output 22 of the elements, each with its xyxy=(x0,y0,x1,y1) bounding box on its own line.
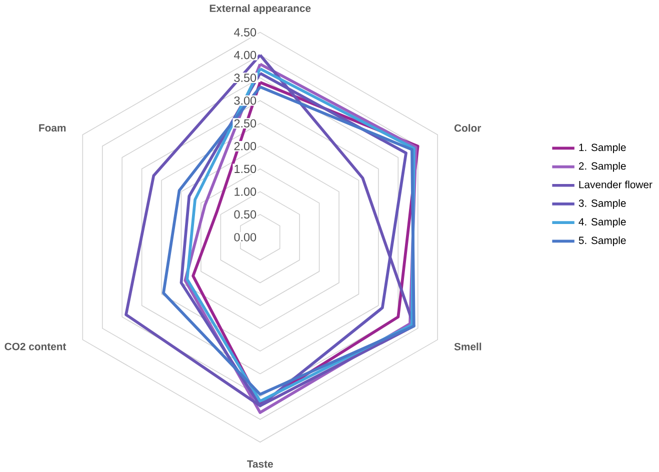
y-tick-label: 2.00 xyxy=(234,142,256,150)
y-tick-label: 3.50 xyxy=(234,74,256,82)
y-tick-label: 3.00 xyxy=(234,96,256,105)
y-tick-label: 2.50 xyxy=(234,119,256,128)
legend-label: 1. Sample xyxy=(579,143,626,154)
y-tick-label: 4.00 xyxy=(234,50,256,60)
spoke-label: External appearance xyxy=(210,4,311,14)
y-tick-label: 1.00 xyxy=(234,188,256,196)
legend-label: Lavender flower xyxy=(579,180,652,188)
y-tick-label: 1.50 xyxy=(234,164,256,174)
legend-label: 2. Sample xyxy=(578,162,626,172)
legend-label: 3. Sample xyxy=(578,199,626,209)
y-tick-label: 0.00 xyxy=(234,233,256,242)
legend-label: 4. Sample xyxy=(578,218,626,228)
legend-label: 5. Sample xyxy=(578,236,626,246)
y-tick-label: 4.50 xyxy=(234,28,256,36)
y-tick-label: 0.50 xyxy=(234,210,256,219)
spoke-label: Foam xyxy=(39,124,66,132)
spoke-label: Color xyxy=(454,124,482,132)
spoke-label: Smell xyxy=(454,342,482,350)
spoke-label: Taste xyxy=(247,460,273,468)
spoke-label: CO2 content xyxy=(4,342,66,350)
